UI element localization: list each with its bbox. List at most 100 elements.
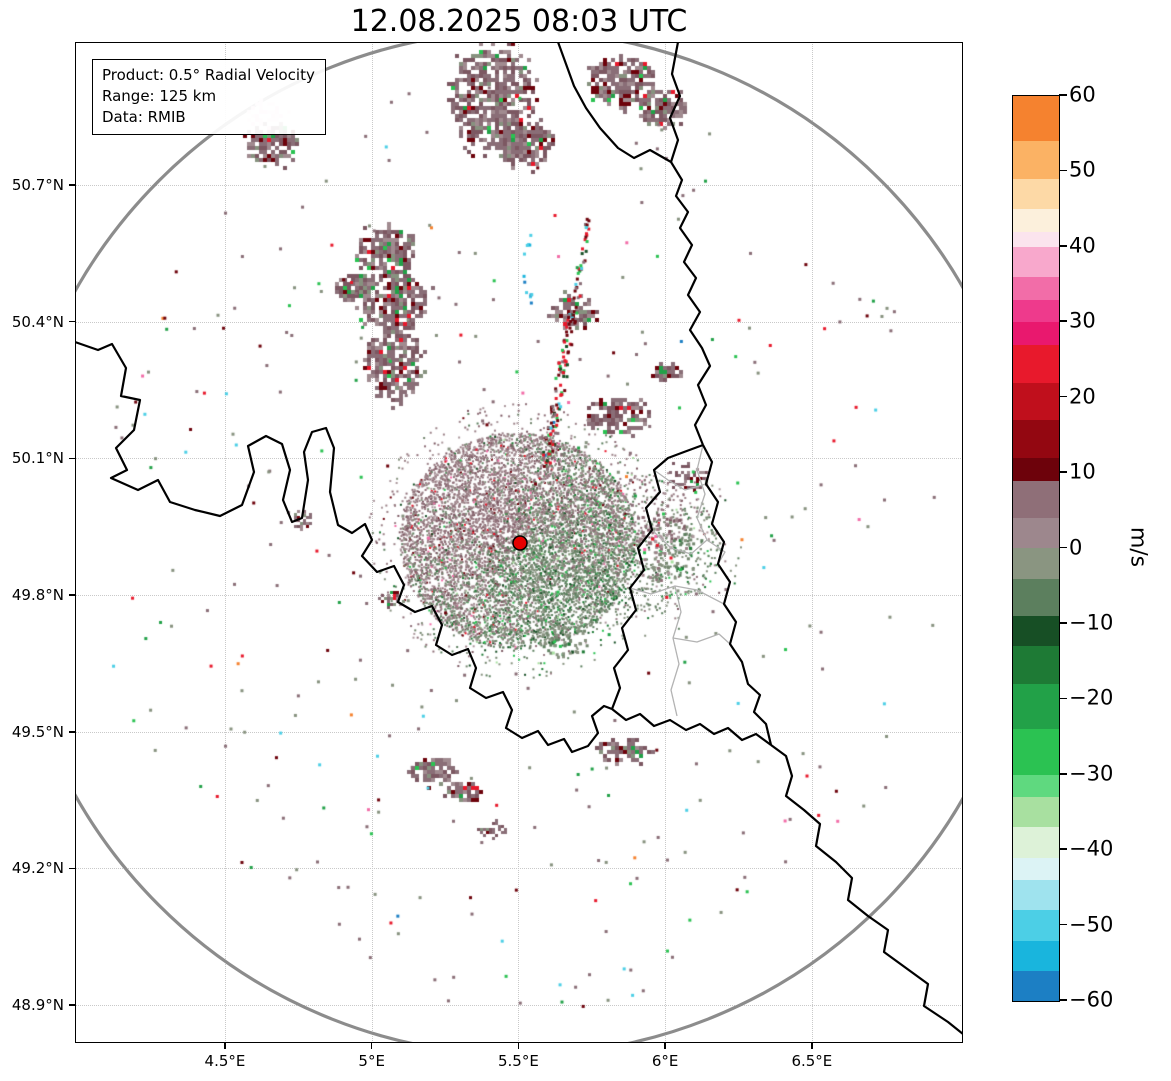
colorbar-band xyxy=(1013,299,1059,323)
country-border xyxy=(611,708,772,746)
colorbar-tick-label: −10 xyxy=(1069,610,1114,635)
borders-layer xyxy=(75,42,963,1035)
colorbar-band xyxy=(1013,141,1059,179)
colorbar-band xyxy=(1013,480,1059,519)
colorbar-tick-label: 60 xyxy=(1069,82,1096,107)
colorbar-unit-label: m/s xyxy=(1125,526,1151,568)
y-tick-mark xyxy=(69,457,75,460)
y-tick-mark xyxy=(69,594,75,596)
product-info-line: Product: 0.5° Radial Velocity xyxy=(102,66,315,84)
x-tick-label: 6.5°E xyxy=(791,1052,833,1070)
colorbar-tick-label: 30 xyxy=(1069,308,1096,333)
colorbar-tick-mark xyxy=(1059,848,1068,850)
colorbar-tick-label: −40 xyxy=(1069,836,1114,861)
x-tick-label: 6°E xyxy=(651,1052,679,1070)
colorbar-band xyxy=(1013,774,1059,798)
colorbar-band xyxy=(1013,797,1059,828)
colorbar xyxy=(1012,95,1060,1002)
colorbar-tick-mark xyxy=(1059,169,1068,172)
colorbar-tick-mark xyxy=(1059,999,1068,1001)
y-tick-label: 50.4°N xyxy=(11,312,64,331)
colorbar-band xyxy=(1013,910,1059,941)
colorbar-band xyxy=(1013,684,1059,730)
figure-title: 12.08.2025 08:03 UTC xyxy=(350,4,688,39)
colorbar-tick-mark xyxy=(1059,622,1068,624)
colorbar-tick-mark xyxy=(1059,245,1068,247)
y-tick-label: 50.1°N xyxy=(11,449,64,468)
colorbar-band xyxy=(1013,344,1059,383)
y-tick-mark xyxy=(69,867,75,870)
colorbar-tick-label: 50 xyxy=(1069,157,1096,182)
colorbar-band xyxy=(1013,209,1059,232)
colorbar-band xyxy=(1013,827,1059,858)
colorbar-band xyxy=(1013,246,1059,277)
x-tick-mark xyxy=(370,1043,373,1049)
y-tick-label: 49.2°N xyxy=(11,859,64,878)
y-tick-label: 49.8°N xyxy=(11,586,64,605)
colorbar-band xyxy=(1013,857,1059,881)
district-border xyxy=(696,444,708,541)
colorbar-band xyxy=(1013,646,1059,685)
product-info-box: Product: 0.5° Radial Velocity Range: 125… xyxy=(92,59,326,135)
district-border xyxy=(672,633,731,645)
colorbar-band xyxy=(1013,231,1059,247)
x-tick-label: 4.5°E xyxy=(204,1052,246,1070)
colorbar-band xyxy=(1013,276,1059,300)
colorbar-band xyxy=(1013,616,1059,647)
colorbar-band xyxy=(1013,729,1059,775)
x-tick-mark xyxy=(664,1043,666,1049)
y-tick-label: 50.7°N xyxy=(11,176,64,195)
colorbar-tick-mark xyxy=(1059,697,1068,700)
country-border xyxy=(770,744,963,1035)
data-source-line: Data: RMIB xyxy=(102,108,186,126)
y-tick-mark xyxy=(69,321,75,323)
colorbar-band xyxy=(1013,178,1059,210)
colorbar-tick-label: −30 xyxy=(1069,761,1114,786)
y-tick-label: 48.9°N xyxy=(11,996,64,1015)
colorbar-tick-mark xyxy=(1059,471,1068,473)
country-border xyxy=(668,42,682,163)
colorbar-tick-mark xyxy=(1059,320,1068,323)
y-tick-mark xyxy=(69,1004,75,1006)
colorbar-band xyxy=(1013,940,1059,971)
country-border xyxy=(702,444,773,746)
x-tick-mark xyxy=(811,1043,813,1049)
colorbar-band xyxy=(1013,420,1059,458)
colorbar-band xyxy=(1013,578,1059,617)
map-plot-area: Product: 0.5° Radial Velocity Range: 125… xyxy=(75,42,963,1043)
colorbar-band xyxy=(1013,322,1059,345)
colorbar-band xyxy=(1013,880,1059,911)
country-border xyxy=(556,42,672,163)
x-tick-label: 5°E xyxy=(358,1052,385,1070)
colorbar-band xyxy=(1013,518,1059,549)
colorbar-tick-mark xyxy=(1059,772,1068,775)
colorbar-tick-label: −20 xyxy=(1069,685,1114,710)
colorbar-band xyxy=(1013,382,1059,421)
range-info-line: Range: 125 km xyxy=(102,87,217,105)
y-tick-label: 49.5°N xyxy=(11,722,64,741)
colorbar-tick-label: 40 xyxy=(1069,233,1096,258)
colorbar-tick-label: 10 xyxy=(1069,459,1096,484)
country-border xyxy=(610,443,704,710)
colorbar-tick-mark xyxy=(1059,546,1068,549)
radar-site-marker xyxy=(512,535,528,551)
x-tick-mark xyxy=(224,1043,226,1049)
colorbar-band xyxy=(1013,970,1059,1001)
country-border xyxy=(670,161,712,446)
colorbar-tick-label: 0 xyxy=(1069,534,1083,559)
district-border xyxy=(653,469,707,491)
district-border xyxy=(651,529,708,555)
country-border xyxy=(75,340,613,754)
colorbar-tick-mark xyxy=(1059,94,1068,96)
colorbar-band xyxy=(1013,96,1059,142)
district-border xyxy=(706,539,726,565)
colorbar-band xyxy=(1013,457,1059,481)
colorbar-tick-label: −60 xyxy=(1069,987,1114,1012)
colorbar-tick-mark xyxy=(1059,923,1068,926)
y-tick-mark xyxy=(69,184,75,186)
colorbar-tick-label: 20 xyxy=(1069,383,1096,408)
x-tick-label: 5.5°E xyxy=(497,1052,539,1070)
colorbar-tick-mark xyxy=(1059,395,1068,398)
colorbar-tick-label: −50 xyxy=(1069,911,1114,936)
